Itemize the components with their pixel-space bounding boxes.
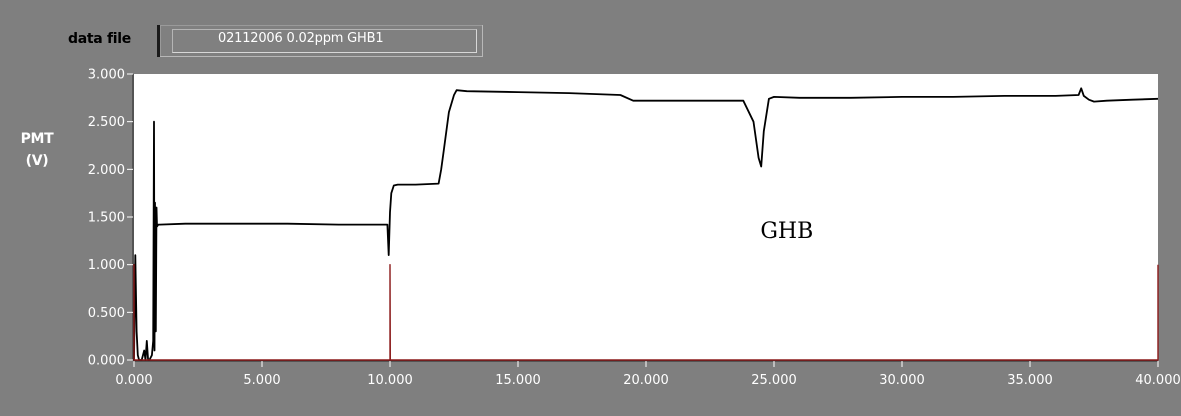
data-file-label: data file [68,31,131,47]
y-tick-label: 3.000 [88,68,125,83]
y-tick-label: 2.500 [88,115,125,130]
x-tick-label: 40.000 [1135,373,1181,388]
y-tick-label: 1.000 [88,258,125,273]
y-tick-label: 1.500 [88,211,125,226]
x-tick-label: 0.000 [115,373,152,388]
y-axis-label-line1: PMT [20,131,54,147]
plot-area [134,74,1158,360]
y-axis-label-line2: (V) [25,153,49,169]
data-file-field-inner [172,29,477,53]
x-tick-label: 35.000 [1007,373,1053,388]
pmt-signal-line [133,87,1159,361]
x-tick-label: 20.000 [623,373,669,388]
y-axis-label: PMT (V) [20,128,54,172]
x-tick-label: 30.000 [879,373,925,388]
y-tick-label: 2.000 [88,163,125,178]
marker-line [133,264,1159,361]
data-file-field[interactable]: 02112006 0.02ppm GHB1 [157,25,483,57]
x-tick-label: 25.000 [751,373,797,388]
x-tick-label: 5.000 [243,373,280,388]
data-file-value: 02112006 0.02ppm GHB1 [218,31,384,46]
ghb-annotation: GHB [760,219,813,244]
y-tick-label: 0.500 [88,306,125,321]
y-tick-label: 0.000 [88,354,125,369]
x-tick-label: 15.000 [495,373,541,388]
x-tick-label: 10.000 [367,373,413,388]
